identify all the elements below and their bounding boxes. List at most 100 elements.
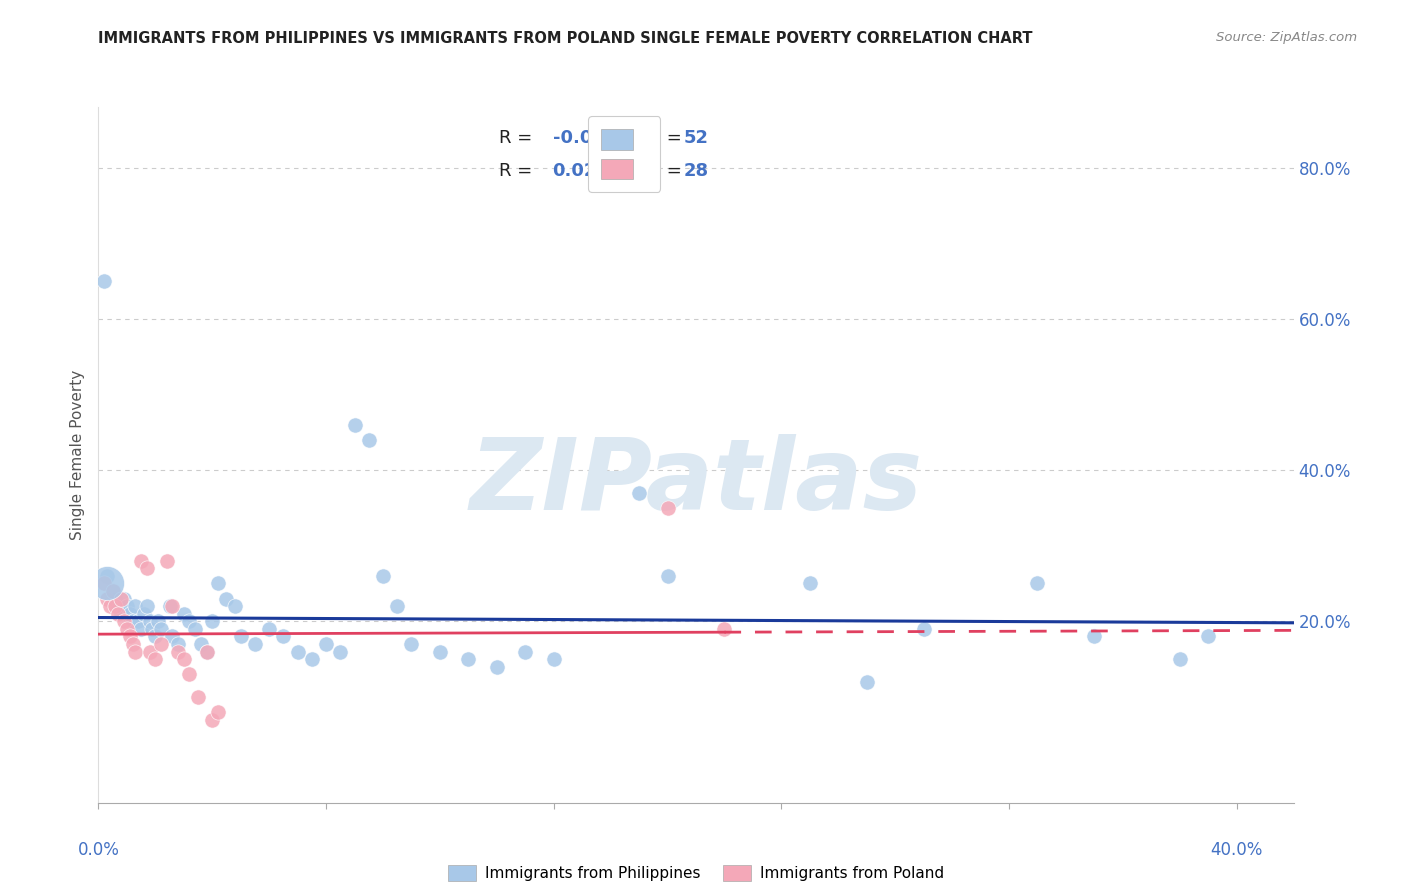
Point (799, 576, 821, 591)
Text: N =: N = (637, 129, 688, 147)
Point (243, 637, 266, 651)
Point (184, 622, 207, 636)
Text: 40.0%: 40.0% (1211, 840, 1263, 859)
Point (207, 705, 229, 719)
Point (127, 615, 149, 629)
Point (657, 569, 679, 583)
Point (110, 591, 132, 606)
Point (148, 615, 170, 629)
Point (104, 599, 127, 614)
Point (855, 674, 877, 689)
Point (98, 599, 121, 614)
Point (162, 599, 184, 614)
Point (343, 417, 366, 432)
Legend: Immigrants from Philippines, Immigrants from Poland: Immigrants from Philippines, Immigrants … (441, 859, 950, 888)
Point (401, 637, 423, 651)
Point (173, 652, 195, 666)
Point (135, 561, 157, 575)
Point (173, 607, 195, 621)
Point (93, 274, 115, 288)
Point (1026, 576, 1049, 591)
Point (107, 607, 129, 621)
Point (657, 500, 679, 515)
Point (143, 629, 166, 643)
Text: 28: 28 (685, 162, 709, 180)
Text: N =: N = (637, 162, 688, 180)
Point (515, 644, 537, 658)
Point (167, 644, 190, 658)
Point (107, 599, 129, 614)
Point (115, 599, 138, 614)
Text: Source: ZipAtlas.com: Source: ZipAtlas.com (1216, 31, 1357, 45)
Point (112, 591, 135, 606)
Point (162, 629, 184, 643)
Point (713, 622, 735, 636)
Point (457, 652, 479, 666)
Point (156, 554, 179, 568)
Point (121, 637, 143, 651)
Point (912, 622, 935, 636)
Point (190, 637, 212, 651)
Point (301, 652, 323, 666)
Point (138, 644, 160, 658)
Text: -0.021: -0.021 (553, 129, 617, 147)
Point (118, 629, 141, 643)
Point (124, 644, 146, 658)
Text: 52: 52 (685, 129, 709, 147)
Point (287, 644, 309, 658)
Point (187, 690, 209, 704)
Point (110, 607, 132, 621)
Point (315, 637, 337, 651)
Point (93, 576, 115, 591)
Text: 0.025: 0.025 (553, 162, 609, 180)
Point (1168, 652, 1191, 666)
Point (1197, 629, 1219, 643)
Point (112, 615, 135, 629)
Point (115, 622, 138, 636)
Point (1083, 629, 1105, 643)
Point (485, 659, 508, 673)
Point (371, 569, 394, 583)
Point (257, 622, 280, 636)
Point (429, 644, 451, 658)
Point (195, 644, 218, 658)
Text: ZIPatlas: ZIPatlas (470, 434, 922, 532)
Point (101, 584, 124, 599)
Point (179, 667, 201, 681)
Point (628, 485, 651, 500)
Point (129, 554, 152, 568)
Point (273, 629, 295, 643)
Y-axis label: Single Female Poverty: Single Female Poverty (69, 370, 84, 540)
Text: 0.0%: 0.0% (77, 840, 120, 859)
Point (207, 576, 229, 591)
Point (195, 644, 218, 658)
Point (201, 615, 224, 629)
Point (96, 591, 118, 606)
Point (141, 622, 163, 636)
Point (150, 622, 173, 636)
Text: IMMIGRANTS FROM PHILIPPINES VS IMMIGRANTS FROM POLAND SINGLE FEMALE POVERTY CORR: IMMIGRANTS FROM PHILIPPINES VS IMMIGRANT… (98, 31, 1033, 46)
Point (543, 652, 565, 666)
Point (138, 615, 160, 629)
Point (357, 433, 380, 447)
Point (143, 652, 166, 666)
Point (129, 622, 152, 636)
Point (104, 591, 127, 606)
Point (135, 599, 157, 614)
Point (159, 599, 181, 614)
Point (121, 615, 143, 629)
Point (132, 607, 155, 621)
Text: R =: R = (499, 129, 537, 147)
Point (150, 637, 173, 651)
Text: R =: R = (499, 162, 544, 180)
Point (96, 576, 118, 591)
Point (124, 599, 146, 614)
Point (329, 644, 352, 658)
Point (201, 713, 224, 727)
Point (167, 637, 190, 651)
Point (118, 607, 141, 621)
Point (229, 629, 252, 643)
Point (101, 584, 124, 599)
Point (215, 591, 238, 606)
Point (96, 569, 118, 583)
